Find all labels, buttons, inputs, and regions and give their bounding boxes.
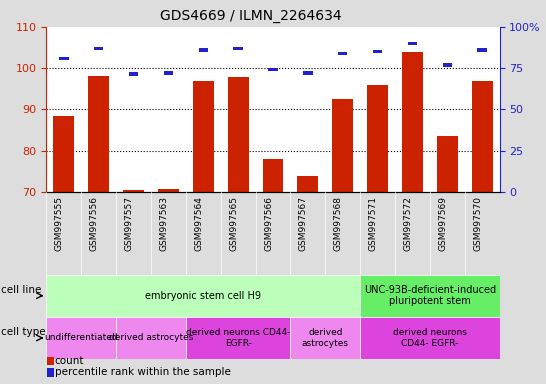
Bar xyxy=(199,48,208,52)
Bar xyxy=(298,176,318,192)
Bar xyxy=(402,52,423,192)
Text: cell line: cell line xyxy=(1,285,41,295)
Text: GSM997567: GSM997567 xyxy=(299,196,308,251)
Bar xyxy=(116,317,186,359)
Text: GSM997557: GSM997557 xyxy=(124,196,134,251)
Bar xyxy=(338,52,347,55)
Text: GSM997572: GSM997572 xyxy=(403,196,412,251)
Bar xyxy=(373,50,382,53)
Text: GSM997570: GSM997570 xyxy=(473,196,482,251)
Bar xyxy=(46,317,116,359)
Text: GSM997566: GSM997566 xyxy=(264,196,273,251)
Bar xyxy=(290,317,360,359)
Bar xyxy=(54,116,74,192)
Bar xyxy=(123,190,144,192)
Bar xyxy=(88,76,109,192)
Bar xyxy=(59,56,69,60)
Bar xyxy=(360,275,500,317)
Bar xyxy=(443,63,452,66)
Text: cell type: cell type xyxy=(1,327,46,337)
Bar xyxy=(234,47,243,50)
Bar xyxy=(193,81,213,192)
Text: derived neurons CD44-
EGFR-: derived neurons CD44- EGFR- xyxy=(186,328,290,348)
Bar xyxy=(129,72,138,76)
Text: GSM997555: GSM997555 xyxy=(55,196,64,251)
Bar xyxy=(158,189,179,192)
Bar xyxy=(333,99,353,192)
Bar xyxy=(263,159,283,192)
Title: GDS4669 / ILMN_2264634: GDS4669 / ILMN_2264634 xyxy=(159,9,341,23)
Text: derived astrocytes: derived astrocytes xyxy=(109,333,193,343)
Text: derived neurons
CD44- EGFR-: derived neurons CD44- EGFR- xyxy=(393,328,467,348)
Bar xyxy=(46,275,360,317)
Bar xyxy=(228,77,248,192)
Text: GSM997568: GSM997568 xyxy=(334,196,343,251)
Bar xyxy=(94,47,103,50)
Bar xyxy=(360,317,500,359)
Text: GSM997563: GSM997563 xyxy=(159,196,168,251)
Text: GSM997565: GSM997565 xyxy=(229,196,238,251)
Text: derived
astrocytes: derived astrocytes xyxy=(302,328,349,348)
Text: GSM997556: GSM997556 xyxy=(90,196,99,251)
Text: embryonic stem cell H9: embryonic stem cell H9 xyxy=(145,291,262,301)
Text: GSM997564: GSM997564 xyxy=(194,196,203,251)
Text: GSM997571: GSM997571 xyxy=(369,196,378,251)
Text: count: count xyxy=(55,356,84,366)
Bar xyxy=(408,42,417,45)
Bar xyxy=(186,317,290,359)
Text: percentile rank within the sample: percentile rank within the sample xyxy=(55,367,230,377)
Bar xyxy=(303,71,312,75)
Bar xyxy=(164,71,173,75)
Bar xyxy=(477,48,487,52)
Bar xyxy=(268,68,278,71)
Bar xyxy=(437,136,458,192)
Text: undifferentiated: undifferentiated xyxy=(44,333,118,343)
Text: UNC-93B-deficient-induced
pluripotent stem: UNC-93B-deficient-induced pluripotent st… xyxy=(364,285,496,306)
Bar xyxy=(367,86,388,192)
Bar xyxy=(472,81,492,192)
Text: GSM997569: GSM997569 xyxy=(438,196,447,251)
